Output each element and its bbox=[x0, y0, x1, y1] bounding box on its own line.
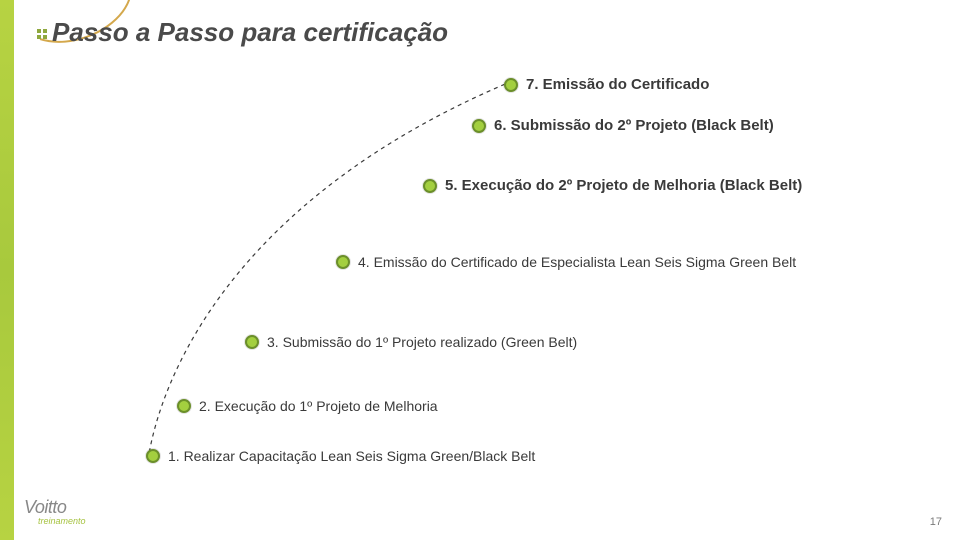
step-6: 6. Submissão do 2º Projeto (Black Belt) bbox=[472, 117, 774, 134]
step-label: 1. Realizar Capacitação Lean Seis Sigma … bbox=[168, 448, 535, 464]
step-label: 4. Emissão do Certificado de Especialist… bbox=[358, 254, 796, 270]
side-stripe bbox=[0, 0, 14, 540]
step-dot-icon bbox=[177, 399, 191, 413]
step-dot-icon bbox=[336, 255, 350, 269]
page-number: 17 bbox=[930, 516, 942, 528]
step-dot-icon bbox=[472, 119, 486, 133]
step-2: 2. Execução do 1º Projeto de Melhoria bbox=[177, 398, 438, 414]
step-label: 3. Submissão do 1º Projeto realizado (Gr… bbox=[267, 334, 577, 350]
page-title: Passo a Passo para certificação bbox=[52, 17, 448, 48]
step-4: 4. Emissão do Certificado de Especialist… bbox=[336, 254, 796, 270]
step-3: 3. Submissão do 1º Projeto realizado (Gr… bbox=[245, 334, 577, 350]
step-5: 5. Execução do 2º Projeto de Melhoria (B… bbox=[423, 177, 802, 194]
step-label: 5. Execução do 2º Projeto de Melhoria (B… bbox=[445, 177, 802, 194]
step-dot-icon bbox=[504, 78, 518, 92]
step-7: 7. Emissão do Certificado bbox=[504, 76, 709, 93]
step-label: 6. Submissão do 2º Projeto (Black Belt) bbox=[494, 117, 774, 134]
title-marker-icon bbox=[37, 29, 47, 39]
step-label: 7. Emissão do Certificado bbox=[526, 76, 709, 93]
logo-main: Voitto bbox=[24, 497, 66, 518]
step-dot-icon bbox=[423, 179, 437, 193]
step-dot-icon bbox=[245, 335, 259, 349]
logo: Voitto treinamento bbox=[24, 497, 86, 526]
logo-sub: treinamento bbox=[38, 516, 86, 526]
step-dot-icon bbox=[146, 449, 160, 463]
step-label: 2. Execução do 1º Projeto de Melhoria bbox=[199, 398, 438, 414]
step-1: 1. Realizar Capacitação Lean Seis Sigma … bbox=[146, 448, 535, 464]
